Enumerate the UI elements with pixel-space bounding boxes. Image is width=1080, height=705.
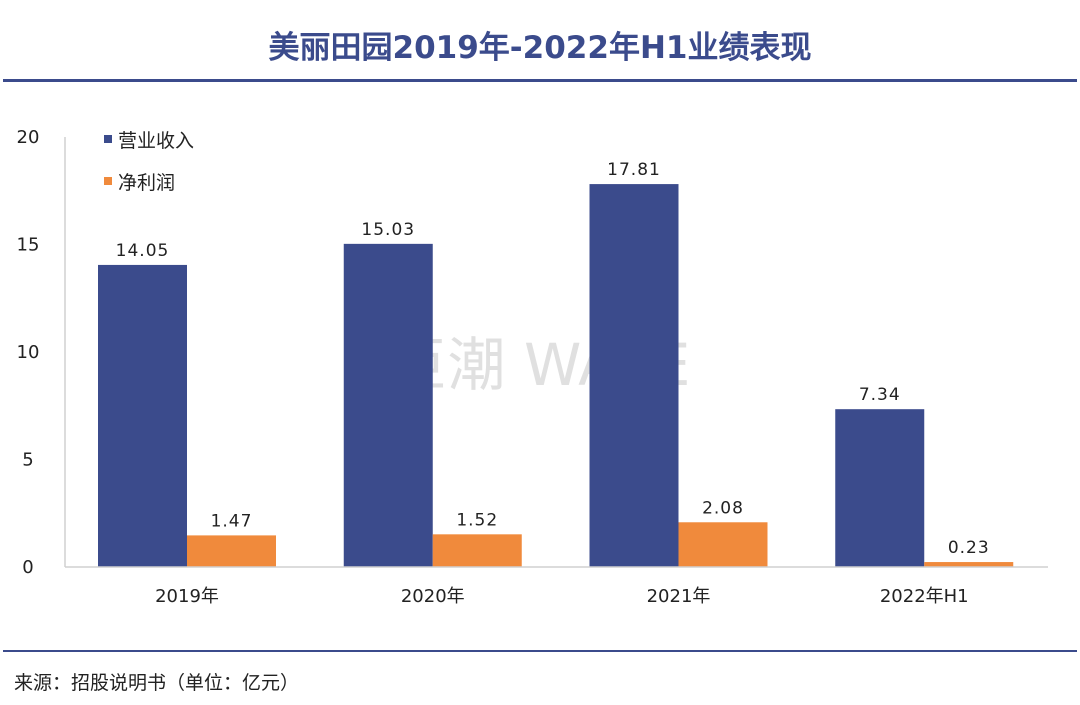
x-tick-label: 2019年 (155, 586, 219, 607)
y-tick-label: 20 (17, 127, 40, 148)
x-tick-label: 2021年 (647, 586, 711, 607)
data-label: 14.05 (116, 241, 170, 261)
chart-title: 美丽田园2019年-2022年H1业绩表现 (268, 30, 812, 66)
y-tick-label: 15 (17, 235, 40, 256)
bar-net-profit (187, 535, 276, 567)
x-tick-label: 2020年 (401, 586, 465, 607)
legend-swatch (104, 135, 112, 143)
bar-revenue (343, 243, 433, 568)
data-label: 0.23 (948, 538, 990, 558)
legend-label: 营业收入 (118, 130, 194, 152)
bar-revenue (98, 264, 187, 567)
x-tick-label: 2022年H1 (880, 586, 969, 607)
data-label: 2.08 (702, 498, 744, 518)
bar-revenue (835, 409, 925, 567)
legend-label: 净利润 (118, 172, 175, 194)
y-tick-label: 5 (22, 450, 33, 471)
data-label: 15.03 (361, 220, 415, 240)
title-divider (3, 79, 1077, 82)
bar-revenue (589, 184, 679, 567)
bar-net-profit (432, 534, 522, 567)
data-label: 1.52 (456, 510, 498, 530)
legend-swatch (104, 177, 112, 185)
bar-net-profit (678, 522, 768, 567)
bar-net-profit (924, 562, 1014, 567)
footer-divider (3, 650, 1077, 652)
data-label: 7.34 (859, 385, 901, 405)
data-label: 17.81 (607, 160, 661, 180)
y-tick-label: 10 (17, 342, 40, 363)
y-tick-label: 0 (22, 557, 33, 578)
source-note: 来源：招股说明书（单位：亿元） (14, 672, 300, 694)
data-label: 1.47 (211, 511, 253, 531)
